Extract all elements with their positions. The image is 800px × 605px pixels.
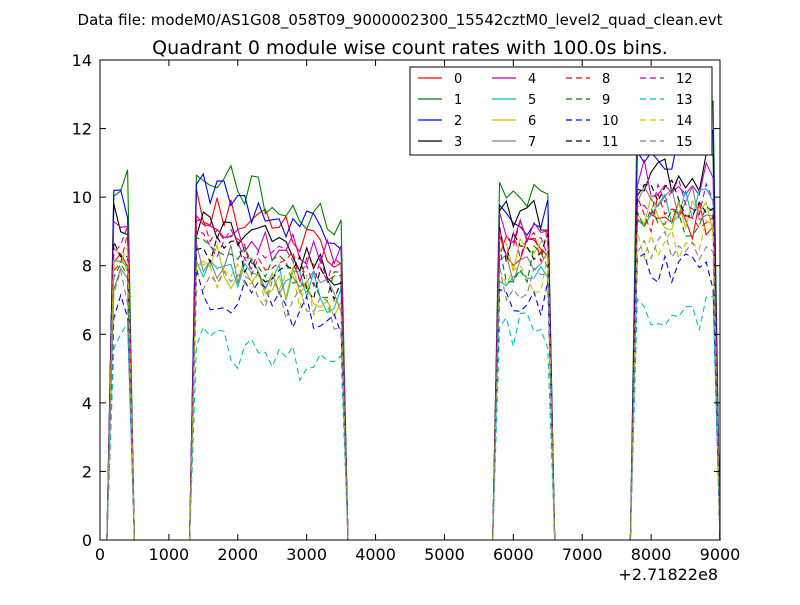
legend-label-1: 1 [454, 93, 462, 108]
x-tick-label: 9000 [700, 545, 741, 564]
series-line-0 [106, 188, 721, 541]
y-tick-label: 14 [72, 51, 92, 70]
series-line-6 [106, 193, 721, 541]
x-tick-label: 0 [95, 545, 105, 564]
y-tick-label: 2 [82, 462, 92, 481]
legend-label-14: 14 [676, 114, 693, 129]
x-tick-label: 5000 [424, 545, 465, 564]
y-tick-label: 4 [82, 394, 92, 413]
series-line-15 [106, 230, 721, 541]
legend-label-10: 10 [602, 114, 619, 129]
legend-label-4: 4 [528, 72, 536, 87]
legend-label-11: 11 [602, 135, 619, 150]
legend-label-12: 12 [676, 72, 693, 87]
legend-label-3: 3 [454, 135, 462, 150]
legend-label-0: 0 [454, 72, 462, 87]
series-line-2 [106, 128, 721, 541]
y-tick-label: 12 [72, 120, 92, 139]
series-line-5 [106, 188, 721, 541]
x-tick-label: 8000 [631, 545, 672, 564]
series-line-7 [106, 184, 721, 541]
chart-title: Quadrant 0 module wise count rates with … [152, 37, 668, 59]
x-axis: 0 1000 2000 3000 4000 5000 6000 7000 8000 9000 [95, 60, 740, 564]
x-tick-label: 1000 [149, 545, 190, 564]
legend-label-15: 15 [676, 135, 693, 150]
x-tick-label: 3000 [286, 545, 327, 564]
chart-supertitle: Data file: modeM0/AS1G08_058T09_90000023… [78, 11, 723, 30]
series-line-9 [106, 205, 721, 541]
series-line-1 [106, 91, 721, 541]
x-tick-label: 6000 [493, 545, 534, 564]
y-tick-label: 0 [82, 531, 92, 550]
series-line-10 [106, 253, 721, 541]
legend-label-5: 5 [528, 93, 536, 108]
legend-label-6: 6 [528, 114, 536, 129]
x-offset-label: +2.71822e8 [618, 565, 718, 584]
series-line-13 [106, 295, 721, 541]
legend-box [409, 66, 713, 156]
series-line-8 [106, 191, 721, 541]
x-tick-label: 2000 [217, 545, 258, 564]
legend-label-9: 9 [602, 93, 610, 108]
y-tick-label: 10 [72, 188, 92, 207]
legend-label-2: 2 [454, 114, 462, 129]
series-line-12 [106, 177, 721, 541]
legend-label-8: 8 [602, 72, 610, 87]
series-line-3 [106, 153, 721, 541]
plot-series [106, 91, 721, 541]
y-tick-label: 8 [82, 257, 92, 276]
legend-label-7: 7 [528, 135, 536, 150]
series-line-14 [106, 219, 721, 541]
series-line-11 [106, 179, 721, 541]
plot-frame [99, 59, 721, 541]
series-line-4 [106, 159, 721, 541]
legend-label-13: 13 [676, 93, 693, 108]
y-tick-label: 6 [82, 325, 92, 344]
x-tick-label: 4000 [355, 545, 396, 564]
x-tick-label: 7000 [562, 545, 603, 564]
